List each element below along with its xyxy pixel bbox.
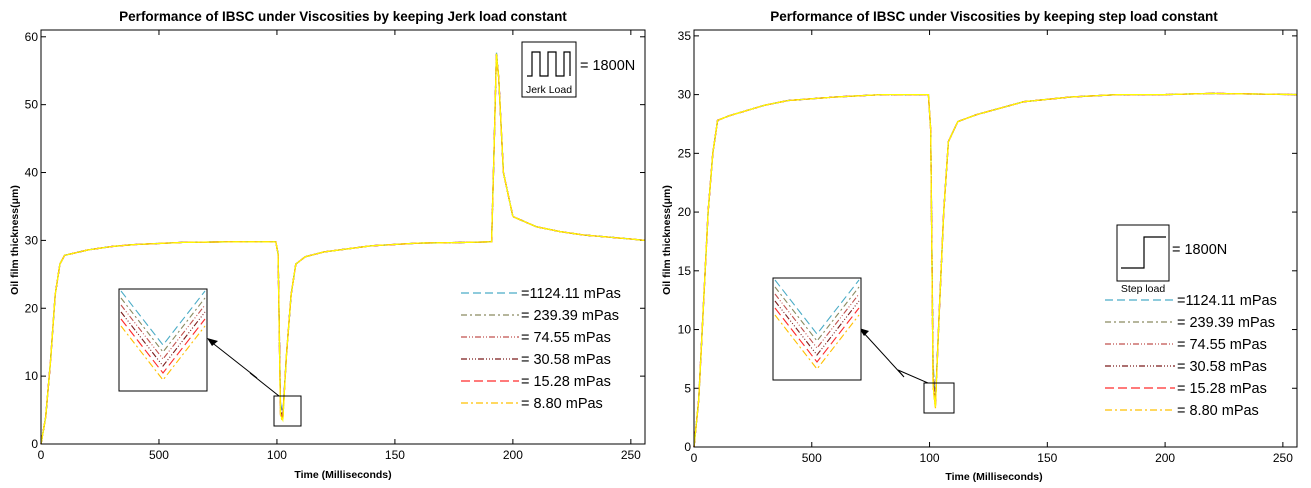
inset-curve <box>774 307 860 363</box>
legend-label: = 15.28 mPas <box>521 374 611 390</box>
inset-curve <box>120 297 206 353</box>
inset-curve <box>774 293 860 349</box>
step-function-icon <box>1121 236 1166 269</box>
y-tick-label: 60 <box>25 30 39 44</box>
x-axis-label: Time (Milliseconds) <box>294 469 391 481</box>
inset-curve <box>774 279 860 335</box>
x-tick-label: 500 <box>149 448 169 462</box>
inset-curve <box>120 311 206 367</box>
y-tick-label: 40 <box>25 166 39 180</box>
y-tick-label: 30 <box>25 233 39 247</box>
chart-title: Performance of IBSC under Viscosities by… <box>770 9 1218 24</box>
x-tick-label: 0 <box>691 451 698 465</box>
zoom-inset-box <box>772 277 862 381</box>
x-tick-label: 100 <box>920 451 940 465</box>
load-indicator: Jerk Load = 1800N <box>521 41 635 98</box>
inset-curve <box>774 286 860 342</box>
legend-label: = 30.58 mPas <box>521 352 611 368</box>
legend-label: = 74.55 mPas <box>521 330 611 346</box>
y-axis-label: Oil film thickness(μm) <box>661 185 673 295</box>
legend-label: = 74.55 mPas <box>1177 337 1267 353</box>
legend-label: =1124.11 mPas <box>521 286 621 302</box>
chart-jerk-load: Performance of IBSC under Viscosities by… <box>9 9 646 481</box>
y-tick-label: 5 <box>684 381 691 395</box>
x-tick-label: 0 <box>38 448 45 462</box>
y-tick-label: 10 <box>25 369 39 383</box>
x-axis-label: Time (Milliseconds) <box>945 471 1042 483</box>
series-line-6 <box>693 92 1298 448</box>
y-tick-label: 30 <box>678 88 692 102</box>
legend-label: = 239.39 mPas <box>1177 315 1275 331</box>
inset-curve <box>120 290 206 346</box>
y-tick-label: 20 <box>678 205 692 219</box>
zoom-inset-curves <box>120 290 206 381</box>
zoom-inset <box>118 288 302 427</box>
legend-label: = 239.39 mPas <box>521 308 619 324</box>
x-tick-label: 500 <box>802 451 822 465</box>
zoom-inset <box>772 277 955 414</box>
y-tick-label: 20 <box>25 301 39 315</box>
chart-step-load: Performance of IBSC under Viscosities by… <box>661 9 1298 483</box>
load-value-label: = 1800N <box>580 58 635 74</box>
legend: =1124.11 mPas = 239.39 mPas = 74.55 mPas = … <box>1105 293 1277 419</box>
x-tick-label: 150 <box>385 448 405 462</box>
axis-ticks: 0 500 100 150 200 250 0 5 10 15 20 25 30 35 <box>678 29 1297 465</box>
load-indicator: Step load = 1800N <box>1116 224 1227 295</box>
x-tick-label: 100 <box>267 448 287 462</box>
y-tick-label: 15 <box>678 264 692 278</box>
load-box <box>521 41 577 98</box>
arrow-head <box>207 338 218 346</box>
y-tick-label: 0 <box>31 437 38 451</box>
axis-ticks: 0 500 100 150 200 250 0 10 20 30 40 50 60 <box>25 30 645 462</box>
inset-curve <box>120 304 206 360</box>
square-wave-icon <box>527 51 571 77</box>
x-tick-label: 200 <box>1155 451 1175 465</box>
zoom-target-box <box>923 382 955 414</box>
inset-curve <box>120 318 206 374</box>
y-axis-label: Oil film thickness(μm) <box>9 185 21 295</box>
load-type-label: Step load <box>1121 283 1166 295</box>
y-tick-label: 0 <box>684 440 691 454</box>
legend-label: = 8.80 mPas <box>1177 403 1259 419</box>
y-tick-label: 25 <box>678 146 692 160</box>
plot-frame <box>40 29 646 445</box>
zoom-arrow <box>861 330 929 384</box>
x-tick-label: 150 <box>1037 451 1057 465</box>
y-tick-label: 10 <box>678 323 692 337</box>
legend-label: = 30.58 mPas <box>1177 359 1267 375</box>
legend-label: = 8.80 mPas <box>521 396 603 412</box>
load-box <box>1116 224 1170 282</box>
legend: =1124.11 mPas = 239.39 mPas = 74.55 mPas = … <box>461 286 621 412</box>
inset-curve <box>774 300 860 356</box>
zoom-inset-box <box>118 288 208 392</box>
zoom-inset-curves <box>774 279 860 370</box>
series-lines <box>693 92 1298 448</box>
load-value-label: = 1800N <box>1172 242 1227 258</box>
x-tick-label: 200 <box>503 448 523 462</box>
zoom-arrow <box>209 340 280 397</box>
y-tick-label: 35 <box>678 29 692 43</box>
x-tick-label: 250 <box>621 448 641 462</box>
series-line-6 <box>40 53 646 445</box>
series-lines <box>40 51 646 445</box>
load-type-label: Jerk Load <box>526 84 572 96</box>
legend-label: =1124.11 mPas <box>1177 293 1277 309</box>
zoom-target-box <box>273 395 302 427</box>
x-tick-label: 250 <box>1273 451 1293 465</box>
plot-frame <box>693 29 1298 448</box>
legend-label: = 15.28 mPas <box>1177 381 1267 397</box>
y-tick-label: 50 <box>25 98 39 112</box>
chart-title: Performance of IBSC under Viscosities by… <box>119 9 567 24</box>
